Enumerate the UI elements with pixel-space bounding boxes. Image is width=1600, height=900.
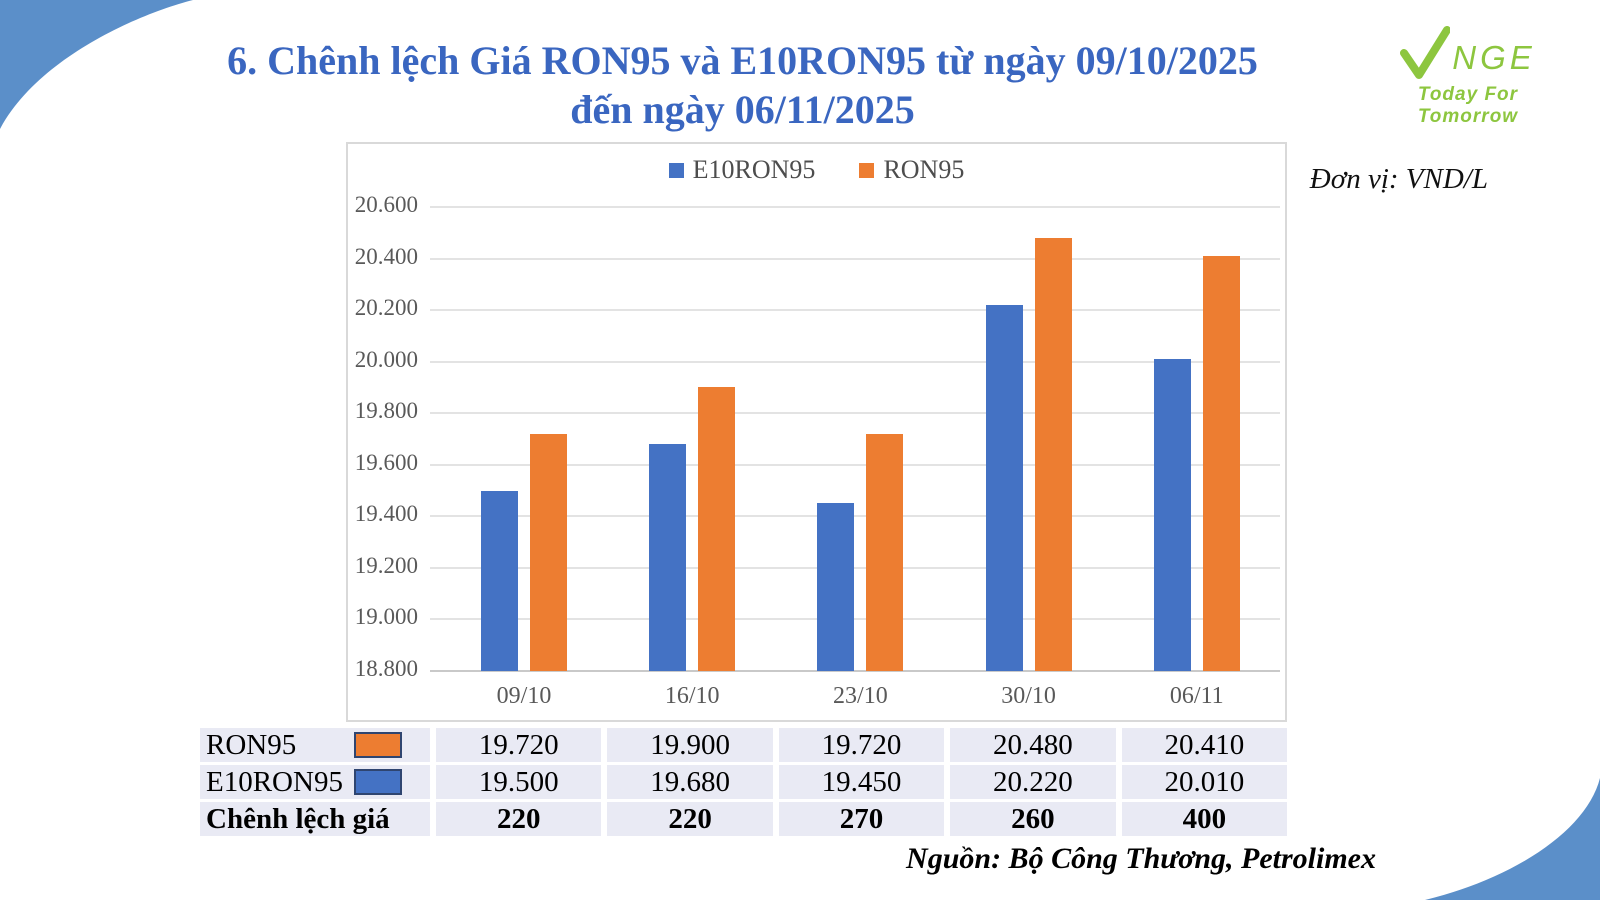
gridline — [430, 566, 1280, 569]
table-cell: 220 — [607, 802, 773, 836]
legend-item-ron95: RON95 — [859, 155, 964, 185]
bar-chart: E10RON95 RON95 18.800 19.000 19.200 19.400 19… — [346, 142, 1287, 722]
table-cell: 19.500 — [436, 765, 602, 799]
table-row-label-text: E10RON95 — [206, 765, 343, 798]
table-cell: 19.720 — [778, 728, 945, 762]
x-tick-label: 30/10 — [1001, 683, 1056, 709]
logo-check-icon — [1400, 26, 1451, 79]
page-title-line1: 6. Chênh lệch Giá RON95 và E10RON95 từ n… — [227, 38, 1258, 83]
table-cell: 19.720 — [436, 728, 602, 762]
y-tick-label: 20.200 — [354, 295, 418, 321]
table-row-label-text: Chênh lệch giá — [206, 802, 390, 835]
legend-swatch-e10ron95 — [668, 162, 684, 178]
gridline — [430, 309, 1280, 312]
gridline — [430, 515, 1280, 518]
table-row-label: Chênh lệch giá — [200, 802, 430, 836]
table-cell: 19.450 — [778, 765, 945, 799]
logo-text: NGE — [1452, 39, 1536, 76]
table-cell: 19.900 — [607, 728, 773, 762]
table-row-swatch — [354, 769, 402, 795]
x-tick-label: 16/10 — [664, 683, 720, 709]
x-tick-label: 23/10 — [833, 683, 888, 709]
legend-swatch-ron95 — [859, 162, 875, 178]
bar-e10ron95-30/10 — [985, 304, 1023, 671]
bar-ron95-09/10 — [530, 433, 567, 671]
table-row-label: RON95 — [200, 728, 430, 762]
table-cell: 220 — [436, 802, 602, 836]
bar-e10ron95-16/10 — [649, 444, 687, 671]
legend-label: E10RON95 — [692, 155, 816, 184]
y-tick-label: 19.600 — [354, 449, 418, 475]
bar-ron95-30/10 — [1034, 237, 1072, 671]
bar-ron95-06/11 — [1202, 255, 1240, 671]
table-cell: 20.010 — [1121, 765, 1288, 799]
table-row-label-text: RON95 — [206, 728, 297, 761]
y-tick-label: 20.400 — [354, 243, 418, 269]
bottom-right-swoosh-decoration — [1425, 778, 1600, 900]
y-tick-label: 19.000 — [354, 604, 418, 630]
bar-e10ron95-06/11 — [1153, 359, 1191, 671]
vnge-logo: NGE Today For Tomorrow — [1378, 26, 1558, 128]
chart-legend: E10RON95 RON95 — [348, 155, 1285, 185]
y-tick-label: 18.800 — [354, 656, 418, 681]
legend-item-e10ron95: E10RON95 — [668, 155, 816, 185]
gridline — [430, 206, 1280, 208]
x-tick-label: 06/11 — [1169, 683, 1224, 709]
bar-ron95-16/10 — [698, 387, 736, 671]
table-row: E10RON95 19.500 19.680 19.450 20.220 20.010 — [200, 765, 1288, 799]
logo-wordmark: NGE — [1378, 26, 1558, 80]
page-title-line2: đến ngày 06/11/2025 — [570, 87, 915, 132]
table-cell: 400 — [1121, 802, 1288, 836]
data-table: RON95 19.720 19.900 19.720 20.480 20.410 E10RO… — [200, 728, 1288, 836]
table-cell: 20.220 — [950, 765, 1116, 799]
y-tick-label: 19.200 — [354, 552, 418, 578]
table-cell: 20.410 — [1121, 728, 1288, 762]
x-tick-label: 09/10 — [496, 683, 552, 709]
y-tick-label: 20.600 — [354, 192, 418, 217]
table-cell: 260 — [950, 802, 1116, 836]
bar-ron95-23/10 — [866, 433, 904, 671]
legend-label: RON95 — [883, 155, 965, 184]
gridline — [430, 257, 1280, 260]
gridline — [430, 360, 1280, 363]
table-row: RON95 19.720 19.900 19.720 20.480 20.410 — [200, 728, 1288, 762]
x-axis-line — [430, 670, 1280, 672]
table-cell: 20.480 — [950, 728, 1116, 762]
top-left-swoosh-decoration — [0, 0, 193, 129]
table-row-label: E10RON95 — [200, 765, 430, 799]
unit-label: Đơn vị: VND/L — [1309, 163, 1488, 195]
gridline — [430, 618, 1280, 621]
gridline — [430, 463, 1280, 466]
y-tick-label: 19.800 — [354, 398, 418, 424]
page-title: 6. Chênh lệch Giá RON95 và E10RON95 từ n… — [160, 36, 1325, 134]
bar-e10ron95-09/10 — [481, 490, 518, 671]
gridline — [430, 412, 1280, 415]
table-cell: 270 — [778, 802, 945, 836]
y-tick-label: 20.000 — [354, 346, 418, 372]
table-row-swatch — [354, 732, 402, 758]
source-note: Nguồn: Bộ Công Thương, Petrolimex — [906, 842, 1376, 875]
logo-tagline: Today For Tomorrow — [1417, 84, 1519, 127]
bar-e10ron95-23/10 — [817, 503, 855, 671]
table-row: Chênh lệch giá 220 220 270 260 400 — [200, 802, 1288, 836]
y-tick-label: 19.400 — [354, 501, 418, 527]
table-cell: 19.680 — [607, 765, 773, 799]
